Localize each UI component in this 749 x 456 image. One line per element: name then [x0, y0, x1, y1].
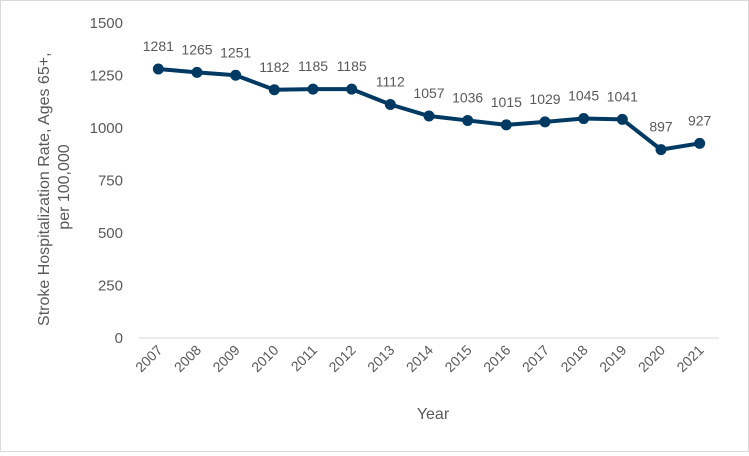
- data-point: [423, 110, 435, 122]
- x-axis-ticks: 2007 2008 2009 2010 2011 2012 2013 2014 2015 2016…: [132, 342, 707, 375]
- data-point: [539, 116, 551, 128]
- x-tick-label: 2019: [596, 342, 629, 375]
- data-point: [578, 113, 590, 125]
- data-point: [346, 83, 358, 95]
- data-label: 1041: [607, 88, 638, 104]
- data-point: [655, 144, 667, 156]
- x-tick-label: 2016: [480, 342, 513, 375]
- y-axis-title-line-2: per 100,000: [56, 144, 73, 230]
- y-tick-label: 0: [115, 330, 123, 347]
- data-label: 1036: [452, 89, 483, 105]
- data-point: [307, 83, 319, 95]
- y-axis-title: Stroke Hospitalization Rate, Ages 65+, p…: [36, 48, 73, 326]
- series-line-group: [156, 66, 702, 152]
- x-tick-label: 2021: [673, 342, 706, 375]
- data-point: [152, 63, 164, 75]
- x-axis-title: Year: [417, 406, 450, 423]
- x-tick-label: 2009: [209, 342, 242, 375]
- data-labels: 1281 1265 1251 1182 1185 1185 1112 1057 1036 1015…: [143, 38, 712, 135]
- data-label: 1185: [298, 58, 328, 74]
- x-tick-label: 2020: [635, 342, 668, 375]
- x-tick-label: 2014: [403, 342, 436, 375]
- y-axis-title-line-1: Stroke Hospitalization Rate, Ages 65+,: [36, 52, 53, 326]
- data-label: 1029: [529, 91, 560, 107]
- x-tick-label: 2010: [248, 342, 281, 375]
- data-label: 1057: [413, 85, 444, 101]
- x-tick-label: 2015: [441, 342, 474, 375]
- data-label: 1281: [143, 38, 174, 54]
- data-label: 1112: [376, 73, 405, 89]
- x-tick-label: 2007: [132, 342, 165, 375]
- y-tick-label: 500: [98, 225, 123, 242]
- data-label: 1182: [259, 59, 289, 75]
- y-tick-label: 1000: [90, 120, 123, 137]
- series-line: [156, 66, 702, 152]
- data-point: [268, 84, 280, 96]
- data-point: [191, 66, 203, 78]
- data-point: [616, 113, 628, 125]
- y-axis-ticks: 0 250 500 750 1000 1250 1500: [90, 15, 123, 347]
- data-point: [500, 119, 512, 131]
- data-point: [694, 137, 706, 149]
- x-tick-label: 2011: [288, 342, 321, 375]
- data-point: [230, 69, 242, 81]
- x-tick-label: 2013: [364, 342, 397, 375]
- data-label: 1015: [491, 94, 522, 110]
- data-label: 1251: [220, 44, 251, 60]
- x-tick-label: 2017: [519, 342, 552, 375]
- data-points: [152, 63, 706, 156]
- x-tick-label: 2008: [171, 342, 204, 375]
- data-label: 1265: [181, 41, 212, 57]
- y-tick-label: 1500: [90, 15, 123, 32]
- data-label: 1185: [337, 58, 367, 74]
- y-tick-label: 750: [98, 173, 123, 190]
- data-point: [384, 98, 396, 110]
- data-label: 927: [688, 112, 712, 128]
- data-label: 1045: [568, 88, 599, 104]
- x-tick-label: 2012: [325, 342, 358, 375]
- data-point: [462, 114, 474, 126]
- data-label: 897: [649, 119, 673, 135]
- y-tick-label: 1250: [90, 68, 123, 85]
- y-tick-label: 250: [98, 278, 123, 295]
- x-tick-label: 2018: [557, 342, 590, 375]
